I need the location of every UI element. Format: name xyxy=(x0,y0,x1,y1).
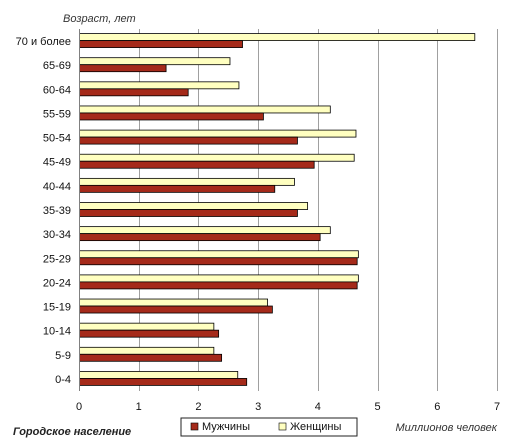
bar-men xyxy=(79,112,264,121)
bar-women xyxy=(79,33,476,41)
bar-men xyxy=(79,329,220,338)
bar-women xyxy=(79,153,355,162)
bar-women xyxy=(79,322,215,331)
category-label: 10-14 xyxy=(43,326,71,338)
bar-women xyxy=(79,371,239,379)
bar-men xyxy=(79,160,315,169)
category-label: 5-9 xyxy=(55,350,71,362)
category-labels: 70 и более 65-69 60-64 55-59 50-54 45-49 40-44… xyxy=(16,36,71,386)
bar-men xyxy=(79,136,298,145)
bar-women xyxy=(79,57,231,66)
bar-women xyxy=(79,298,269,307)
x-tick-label: 2 xyxy=(195,401,201,413)
category-label: 40-44 xyxy=(43,181,71,193)
category-label: 45-49 xyxy=(43,157,71,169)
category-label: 65-69 xyxy=(43,60,71,72)
x-tick-label: 4 xyxy=(315,401,321,413)
bar-men xyxy=(79,378,248,386)
bar-men xyxy=(79,305,273,314)
category-label: 55-59 xyxy=(43,108,71,120)
category-label: 0-4 xyxy=(55,374,71,386)
legend-frame xyxy=(180,417,358,437)
bar-women xyxy=(79,129,357,138)
category-label: 60-64 xyxy=(43,84,71,96)
category-label: 15-19 xyxy=(43,302,71,314)
bar-men xyxy=(79,257,358,266)
category-label: 70 и более xyxy=(16,36,71,48)
legend-swatch-women xyxy=(278,422,287,431)
category-label: 50-54 xyxy=(43,133,71,145)
bar-men xyxy=(79,64,167,73)
x-tick-label: 6 xyxy=(434,401,440,413)
bar-women xyxy=(79,250,359,259)
legend-swatch-men xyxy=(190,422,199,431)
footer-label: Городское население xyxy=(13,426,131,438)
category-label: 25-29 xyxy=(43,253,71,265)
bar-men xyxy=(79,353,223,362)
bar-women xyxy=(79,81,240,90)
x-tick-label: 3 xyxy=(255,401,261,413)
category-label: 30-34 xyxy=(43,229,71,241)
x-tick-label: 0 xyxy=(76,401,82,413)
bar-men xyxy=(79,184,276,193)
x-tick-labels: 0 1 2 3 4 5 6 7 xyxy=(76,401,500,413)
bar-men xyxy=(79,88,189,97)
bar-women xyxy=(79,177,295,186)
legend: Мужчины Женщины xyxy=(180,417,358,437)
bar-men xyxy=(79,209,298,217)
x-tick-label: 7 xyxy=(494,401,500,413)
category-label: 20-24 xyxy=(43,277,71,289)
bar-men xyxy=(79,281,358,290)
bar-women xyxy=(79,105,331,114)
bar-women xyxy=(79,274,359,283)
bars xyxy=(79,33,476,386)
category-label: 35-39 xyxy=(43,205,71,217)
bar-women xyxy=(79,346,215,355)
bar-men xyxy=(79,40,243,48)
bar-men xyxy=(79,233,321,242)
x-tick-label: 5 xyxy=(375,401,381,413)
legend-label-men: Мужчины xyxy=(202,421,250,433)
legend-label-women: Женщины xyxy=(290,421,341,433)
x-tick-label: 1 xyxy=(136,401,142,413)
bar-women xyxy=(79,226,331,235)
x-axis-title: Миллионов человек xyxy=(396,422,498,434)
y-axis-title: Возраст, лет xyxy=(63,13,136,25)
bar-women xyxy=(79,202,309,210)
